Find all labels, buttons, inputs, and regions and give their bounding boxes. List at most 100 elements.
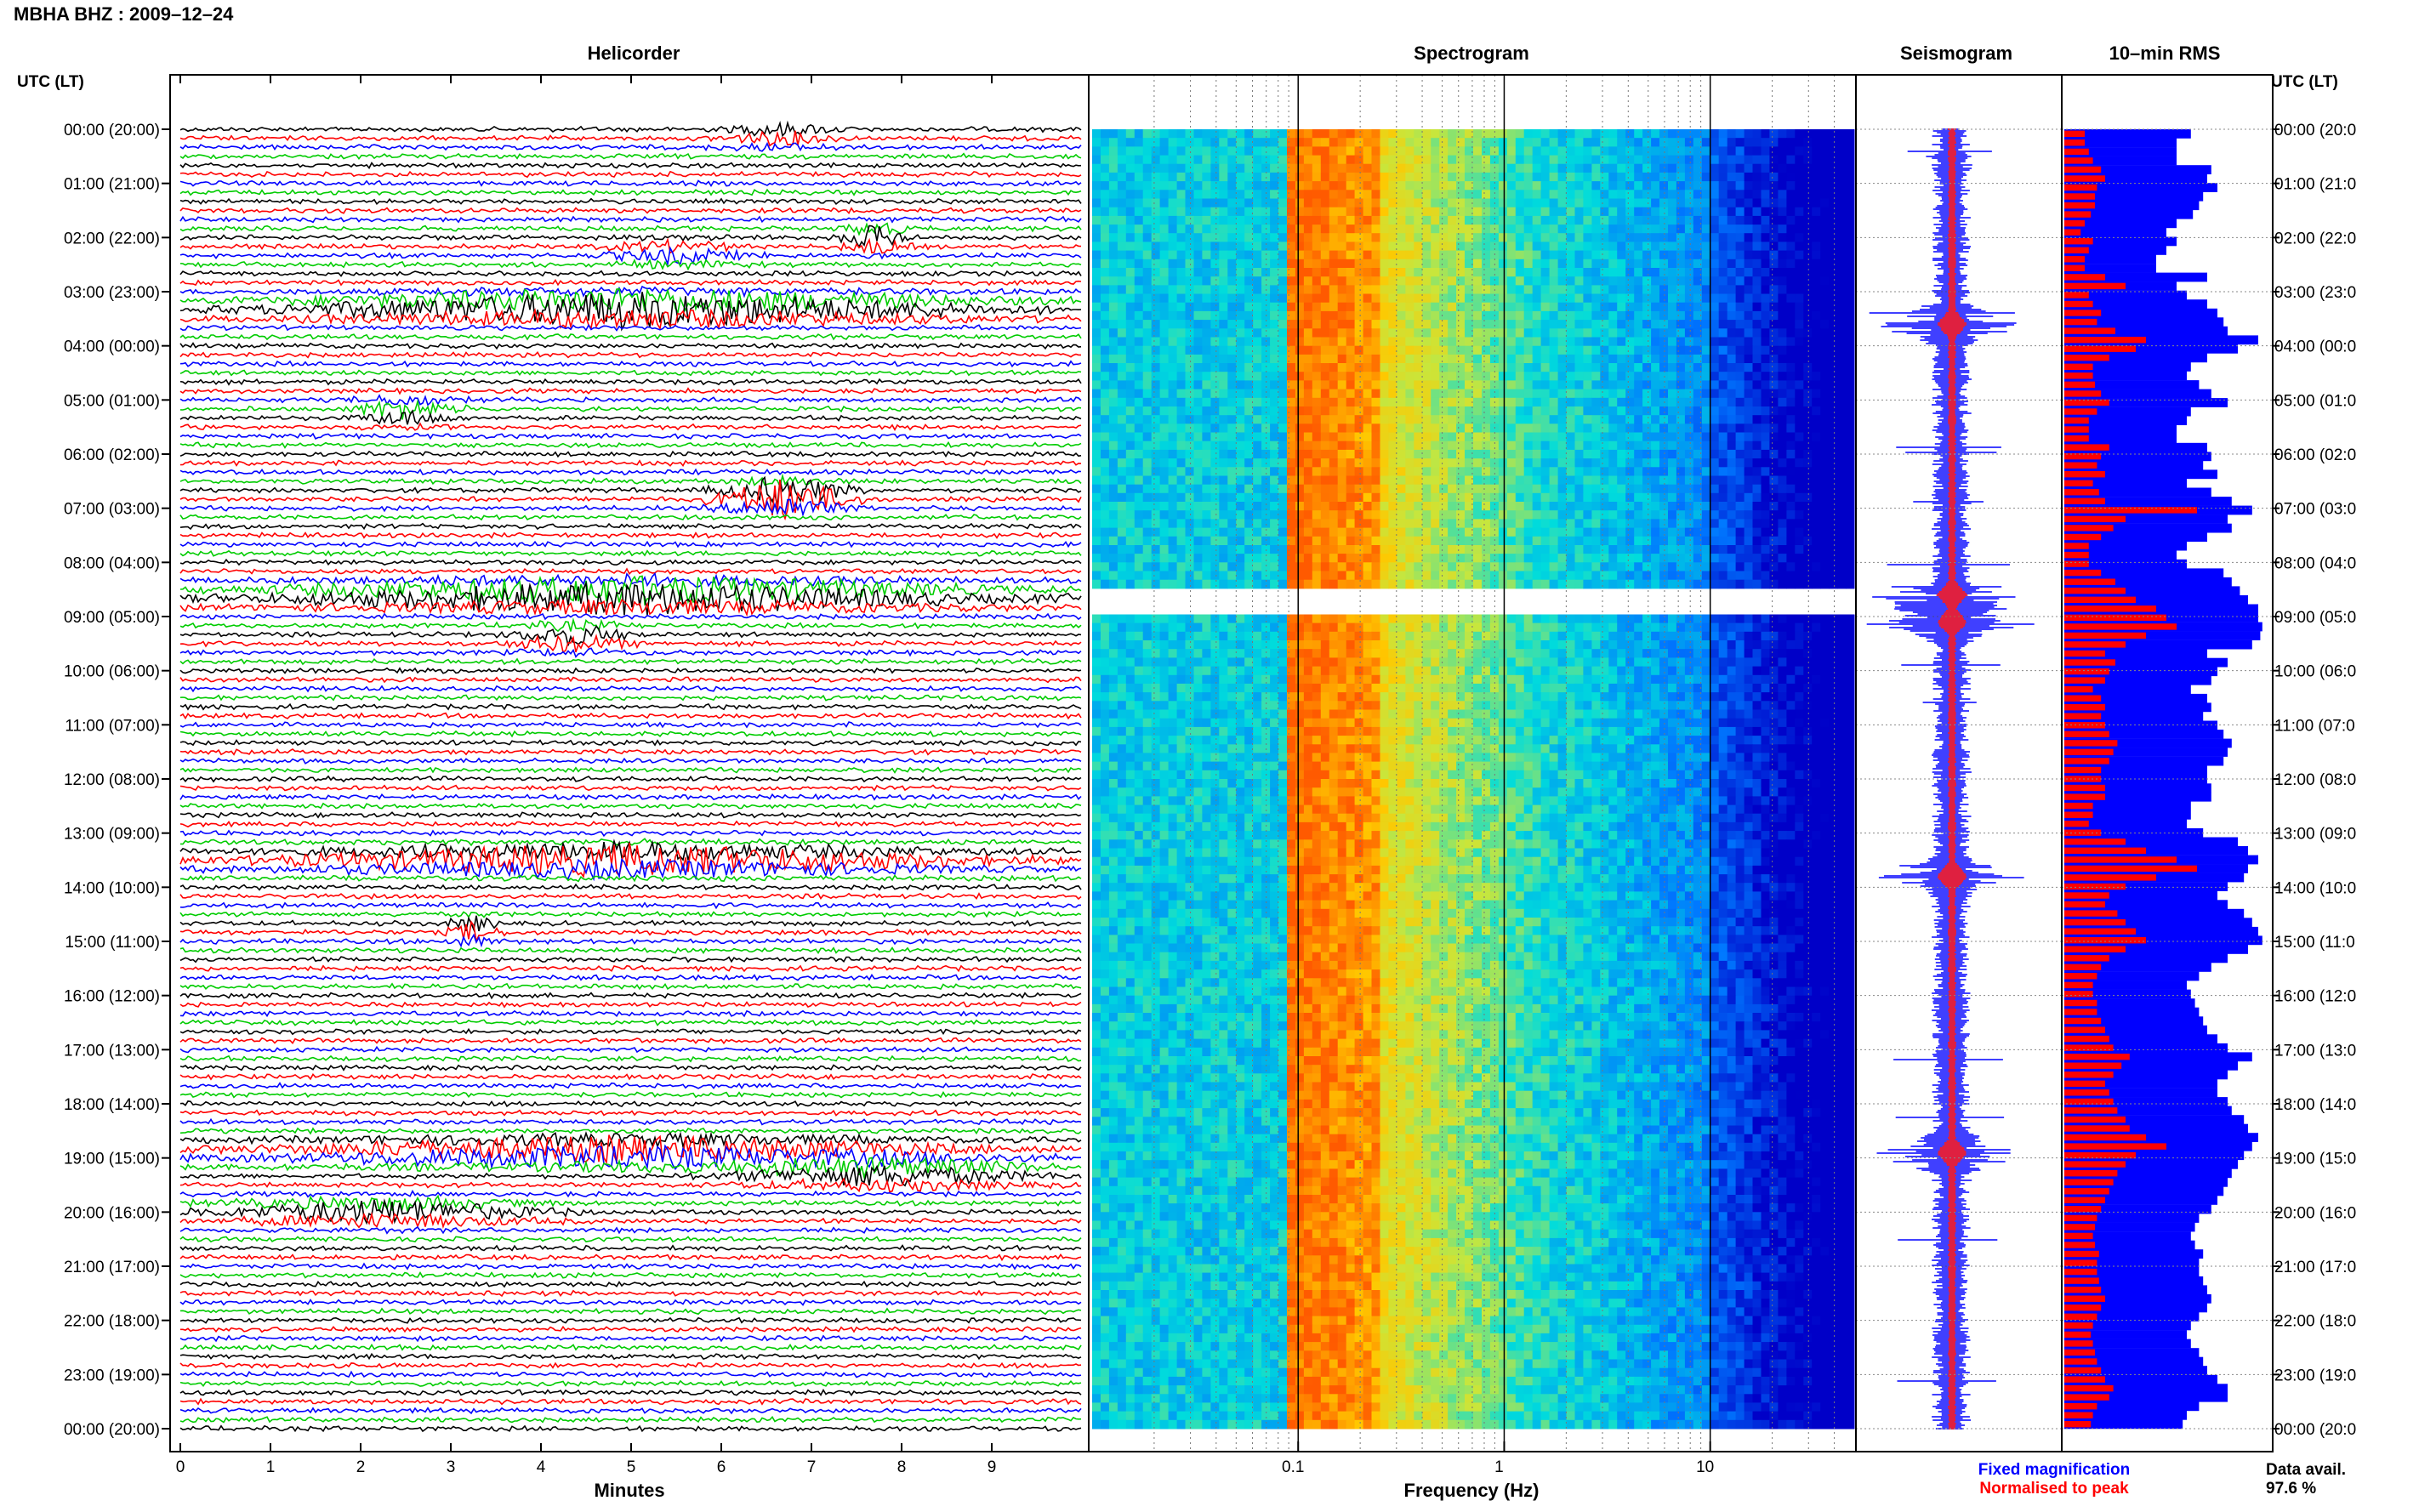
spectrogram-cell	[1142, 415, 1153, 424]
spectrogram-cell	[1101, 380, 1110, 390]
spectrogram-cell	[1718, 363, 1728, 372]
spectrogram-cell	[1540, 441, 1551, 451]
spectrogram-cell	[1456, 519, 1466, 529]
spectrogram-cell	[1829, 545, 1838, 554]
spectrogram-cell	[1439, 363, 1449, 372]
spectrogram-cell	[1287, 458, 1296, 468]
spectrogram-cell	[1803, 415, 1813, 424]
spectrogram-cell	[1820, 129, 1830, 139]
spectrogram-cell	[1812, 190, 1821, 199]
spectrogram-cell	[1786, 406, 1796, 416]
spectrogram-cell	[1651, 129, 1660, 139]
spectrogram-cell	[1625, 198, 1635, 208]
spectrogram-cell	[1846, 554, 1855, 563]
spectrogram-cell	[1506, 276, 1517, 286]
spectrogram-cell	[1295, 571, 1305, 581]
spectrogram-cell	[1261, 415, 1271, 424]
spectrogram-cell	[1465, 502, 1474, 511]
spectrogram-cell	[1608, 207, 1618, 217]
spectrogram-cell	[1829, 310, 1838, 321]
spectrogram-cell	[1219, 614, 1228, 624]
spectrogram-cell	[1557, 406, 1568, 416]
spectrogram-cell	[1354, 345, 1364, 355]
spectrogram-cell	[1625, 571, 1635, 581]
spectrogram-cell	[1668, 380, 1677, 390]
spectrogram-cell	[1210, 181, 1220, 190]
spectrogram-cell	[1134, 172, 1144, 182]
spectrogram-cell	[1397, 172, 1406, 182]
spectrogram-cell	[1134, 449, 1144, 459]
spectrogram-cell	[1803, 492, 1813, 503]
spectrogram-cell	[1176, 242, 1187, 252]
spectrogram-cell	[1125, 190, 1136, 199]
spectrogram-cell	[1803, 337, 1813, 347]
spectrogram-cell	[1744, 554, 1754, 563]
spectrogram-cell	[1786, 215, 1796, 225]
spectrogram-cell	[1532, 545, 1542, 554]
spectrogram-cell	[1244, 138, 1254, 147]
spectrogram-cell	[1718, 372, 1728, 381]
spectrogram-cell	[1837, 259, 1847, 269]
spectrogram-cell	[1092, 432, 1101, 442]
spectrogram-cell	[1422, 389, 1431, 399]
spectrogram-cell	[1608, 389, 1618, 399]
spectrogram-cell	[1812, 268, 1821, 277]
spectrogram-cell	[1617, 502, 1626, 511]
spectrogram-cell	[1202, 129, 1211, 139]
spectrogram-cell	[1803, 519, 1813, 529]
spectrogram-cell	[1185, 406, 1194, 416]
spectrogram-cell	[1363, 406, 1373, 416]
spectrogram-cell	[1227, 363, 1237, 372]
spectrogram-cell	[1549, 536, 1559, 546]
spectrogram-cell	[1608, 415, 1618, 424]
spectrogram-cell	[1320, 293, 1330, 304]
spectrogram-cell	[1329, 138, 1339, 147]
spectrogram-cell	[1465, 475, 1474, 486]
spectrogram-cell	[1752, 225, 1762, 234]
spectrogram-cell	[1812, 250, 1821, 260]
spectrogram-cell	[1397, 406, 1406, 416]
spectrogram-cell	[1210, 268, 1220, 277]
spectrogram-cell	[1219, 155, 1228, 165]
spectrogram-cell	[1465, 250, 1474, 260]
spectrogram-cell	[1701, 310, 1711, 321]
spectrogram-cell	[1185, 163, 1194, 173]
spectrogram-cell	[1346, 614, 1356, 624]
spectrogram-cell	[1270, 320, 1279, 329]
spectrogram-cell	[1380, 545, 1389, 554]
spectrogram-cell	[1617, 302, 1626, 312]
spectrogram-cell	[1320, 302, 1330, 312]
spectrogram-cell	[1583, 328, 1592, 338]
spectrogram-cell	[1829, 250, 1838, 260]
spectrogram-cell	[1219, 449, 1228, 459]
spectrogram-cell	[1312, 337, 1322, 347]
spectrogram-cell	[1371, 372, 1380, 381]
spectrogram-cell	[1287, 190, 1296, 199]
spectrogram-cell	[1448, 129, 1457, 139]
spectrogram-cell	[1642, 519, 1652, 529]
spectrogram-cell	[1151, 441, 1161, 451]
spectrogram-cell	[1210, 129, 1220, 139]
spectrogram-cell	[1142, 389, 1153, 399]
spectrogram-cell	[1761, 467, 1770, 476]
spectrogram-cell	[1803, 242, 1813, 252]
spectrogram-cell	[1523, 423, 1534, 433]
spectrogram-cell	[1278, 155, 1288, 165]
spectrogram-cell	[1566, 242, 1575, 252]
spectrogram-cell	[1668, 536, 1677, 546]
spectrogram-cell	[1473, 302, 1483, 312]
spectrogram-cell	[1744, 259, 1754, 269]
spectrogram-cell	[1303, 354, 1313, 364]
spectrogram-cell	[1540, 293, 1551, 304]
helicorder-trace	[179, 1262, 1082, 1270]
spectrogram-cell	[1092, 441, 1101, 451]
spectrogram-cell	[1515, 181, 1525, 190]
spectrogram-cell	[1498, 579, 1508, 589]
spectrogram-cell	[1752, 510, 1762, 520]
spectrogram-cell	[1303, 423, 1313, 433]
spectrogram-cell	[1108, 268, 1118, 277]
spectrogram-cell	[1193, 276, 1203, 286]
spectrogram-cell	[1439, 328, 1449, 338]
spectrogram-cell	[1380, 554, 1389, 563]
spectrogram-cell	[1092, 614, 1101, 624]
